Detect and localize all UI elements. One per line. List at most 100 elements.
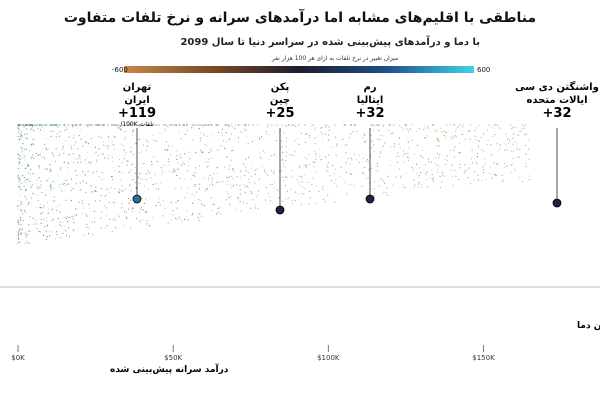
scatter-point — [82, 207, 84, 209]
scatter-point — [51, 208, 53, 210]
scatter-point — [298, 124, 300, 126]
scatter-point — [431, 174, 433, 176]
scatter-point — [384, 142, 386, 144]
scatter-point — [59, 188, 61, 190]
scatter-point — [158, 201, 160, 203]
scatter-point — [50, 186, 52, 188]
scatter-point — [307, 154, 310, 156]
scatter-point — [61, 148, 64, 150]
scatter-point — [50, 189, 52, 191]
scatter-point — [32, 154, 34, 156]
scatter-point — [505, 143, 507, 145]
scatter-point — [39, 129, 42, 131]
scatter-point — [91, 138, 93, 140]
scatter-point — [86, 226, 88, 228]
scatter-point — [199, 149, 201, 151]
scatter-point — [83, 233, 85, 235]
scatter-point — [62, 221, 64, 223]
scatter-point — [56, 233, 58, 236]
scatter-point — [223, 166, 226, 168]
scatter-point — [192, 124, 194, 126]
scatter-point — [102, 125, 104, 127]
scatter-point — [162, 172, 164, 174]
scatter-point — [196, 191, 198, 193]
scatter-point — [501, 174, 503, 176]
scatter-point — [45, 147, 47, 149]
scatter-point — [24, 181, 27, 183]
scatter-point — [313, 150, 316, 152]
scatter-point — [149, 224, 151, 226]
scatter-point — [190, 178, 192, 180]
scatter-point — [25, 124, 27, 126]
scatter-point — [353, 185, 355, 187]
scatter-point — [324, 201, 327, 203]
scatter-point — [382, 135, 384, 137]
scatter-point — [308, 135, 311, 137]
scatter-point — [111, 141, 113, 143]
scatter-point — [79, 182, 81, 184]
scatter-point — [167, 158, 169, 160]
scatter-point — [45, 238, 48, 241]
scatter-point — [211, 182, 213, 184]
scatter-point — [124, 188, 126, 190]
scatter-point — [179, 177, 181, 180]
scatter-point — [295, 191, 297, 193]
scatter-point — [424, 137, 426, 139]
scatter-point — [322, 185, 324, 187]
scatter-point — [145, 140, 147, 142]
scatter-point — [96, 159, 98, 161]
scatter-point — [67, 227, 70, 229]
scatter-point — [34, 124, 36, 126]
scatter-point — [476, 127, 478, 129]
scatter-point — [18, 163, 20, 165]
scatter-point — [147, 170, 149, 172]
scatter-point — [62, 183, 64, 185]
scatter-point — [176, 207, 178, 209]
scatter-point — [147, 141, 149, 143]
scatter-point — [302, 186, 304, 188]
scatter-point — [422, 156, 424, 159]
scatter-point — [195, 151, 197, 154]
scatter-point — [72, 218, 74, 220]
scatter-point — [360, 185, 362, 187]
scatter-point — [209, 124, 211, 126]
scatter-point — [464, 164, 466, 166]
scatter-point — [145, 211, 147, 213]
scatter-point — [42, 124, 44, 126]
scatter-point — [355, 130, 357, 132]
scatter-point — [29, 216, 31, 218]
scatter-point — [491, 177, 493, 179]
scatter-point — [304, 141, 307, 143]
scatter-point — [470, 183, 472, 185]
scatter-point — [281, 145, 283, 147]
scatter-point — [510, 150, 512, 152]
scatter-point — [382, 145, 384, 147]
scatter-point — [159, 132, 161, 134]
scatter-point — [52, 218, 54, 220]
scatter-point — [138, 152, 141, 154]
scatter-point — [446, 155, 448, 157]
scatter-point — [208, 177, 210, 179]
scatter-point — [17, 136, 19, 138]
scatter-point — [181, 221, 183, 223]
scatter-point — [93, 190, 96, 192]
scatter-point — [72, 230, 74, 232]
scatter-point — [17, 205, 19, 208]
scatter-point — [64, 189, 66, 191]
scatter-point — [250, 167, 253, 169]
scatter-point — [198, 188, 200, 190]
scatter-point — [68, 235, 70, 237]
scatter-point — [285, 198, 287, 200]
scatter-point — [105, 193, 108, 195]
scatter-point — [110, 187, 112, 189]
scatter-point — [143, 202, 145, 204]
scatter-point — [392, 132, 394, 134]
scatter-point — [63, 225, 66, 227]
scatter-point — [101, 153, 103, 155]
scatter-point — [23, 124, 26, 126]
scatter-point — [49, 164, 51, 166]
scatter-point — [29, 173, 31, 175]
scatter-point — [416, 144, 418, 146]
scatter-point — [150, 177, 152, 179]
scatter-point — [217, 211, 219, 213]
